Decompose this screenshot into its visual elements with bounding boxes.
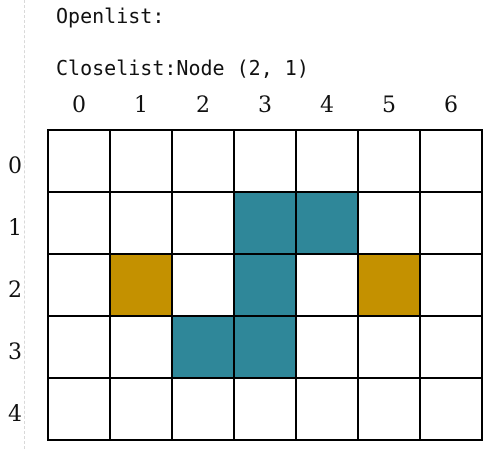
empty-cell: [111, 317, 173, 379]
obstacle-cell: [173, 317, 235, 379]
node-cell: [359, 255, 421, 317]
empty-cell: [111, 379, 173, 441]
empty-cell: [297, 255, 359, 317]
empty-cell: [297, 317, 359, 379]
row-label: 3: [8, 340, 22, 365]
column-label: 2: [196, 93, 210, 118]
empty-cell: [297, 379, 359, 441]
obstacle-cell: [235, 317, 297, 379]
node-cell: [111, 255, 173, 317]
column-label: 5: [382, 93, 396, 118]
column-label: 1: [134, 93, 148, 118]
obstacle-cell: [297, 193, 359, 255]
openlist-label: Openlist:: [56, 4, 165, 28]
empty-cell: [49, 193, 111, 255]
left-margin-rule: [24, 0, 25, 449]
empty-cell: [49, 131, 111, 193]
column-label: 6: [444, 93, 458, 118]
closelist-label: Closelist:: [56, 56, 177, 80]
row-label: 2: [8, 278, 22, 303]
obstacle-cell: [235, 193, 297, 255]
empty-cell: [111, 131, 173, 193]
empty-cell: [421, 379, 483, 441]
column-label: 4: [320, 93, 334, 118]
empty-cell: [421, 193, 483, 255]
empty-cell: [359, 317, 421, 379]
grid-map: [47, 129, 483, 441]
empty-cell: [421, 131, 483, 193]
column-label: 3: [258, 93, 272, 118]
empty-cell: [173, 131, 235, 193]
empty-cell: [173, 193, 235, 255]
empty-cell: [173, 379, 235, 441]
empty-cell: [421, 255, 483, 317]
empty-cell: [235, 379, 297, 441]
empty-cell: [173, 255, 235, 317]
empty-cell: [49, 255, 111, 317]
empty-cell: [49, 379, 111, 441]
empty-cell: [421, 317, 483, 379]
empty-cell: [359, 379, 421, 441]
row-label: 0: [8, 154, 22, 179]
closelist-value: Node (2, 1): [176, 56, 309, 80]
row-label: 4: [8, 402, 22, 427]
empty-cell: [49, 317, 111, 379]
empty-cell: [111, 193, 173, 255]
closelist-line: Closelist:Node (2, 1): [56, 56, 309, 80]
empty-cell: [235, 131, 297, 193]
empty-cell: [359, 193, 421, 255]
obstacle-cell: [235, 255, 297, 317]
openlist-line: Openlist:: [56, 4, 164, 28]
column-label: 0: [72, 93, 86, 118]
empty-cell: [359, 131, 421, 193]
row-label: 1: [8, 216, 22, 241]
empty-cell: [297, 131, 359, 193]
